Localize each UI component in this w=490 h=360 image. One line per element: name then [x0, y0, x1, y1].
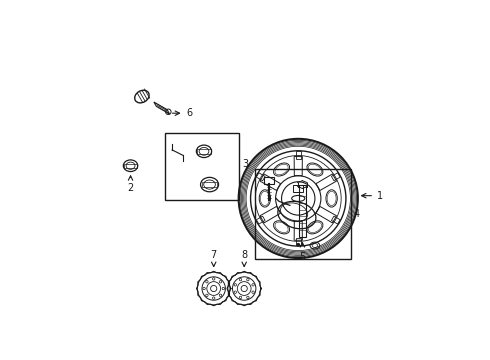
Bar: [293, 185, 303, 192]
Text: 5: 5: [299, 252, 306, 262]
Text: 1: 1: [377, 191, 383, 201]
Bar: [296, 152, 301, 159]
Bar: [197, 149, 211, 154]
Bar: [202, 182, 217, 187]
Bar: [264, 177, 274, 184]
Bar: [124, 163, 137, 168]
Text: 4: 4: [354, 210, 360, 219]
Text: 3: 3: [242, 159, 248, 169]
Text: 7: 7: [211, 250, 217, 260]
Bar: [299, 185, 306, 237]
Bar: [255, 169, 351, 260]
Bar: [296, 238, 301, 246]
Text: 6: 6: [186, 108, 193, 118]
Circle shape: [297, 244, 299, 246]
Bar: [331, 216, 340, 224]
Bar: [331, 173, 340, 181]
Text: 8: 8: [241, 250, 247, 260]
Bar: [165, 133, 240, 200]
Bar: [256, 173, 265, 181]
Text: 2: 2: [127, 184, 134, 193]
Bar: [256, 216, 265, 224]
